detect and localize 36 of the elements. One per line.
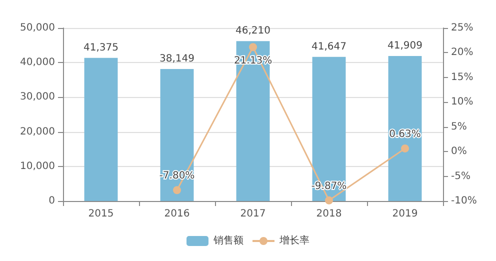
data-label: 41,909 [388,40,422,52]
x-tick-label: 2019 [392,208,418,220]
y2-tick-label: -10% [451,196,477,206]
data-label: 38,149 [160,54,194,65]
y-tick-label: 20,000 [20,126,55,138]
bar [388,56,422,201]
bar [312,56,346,201]
point [325,196,333,204]
data-label: 41,375 [84,42,118,54]
y2-tick-label: 5% [451,121,467,132]
bar [236,41,270,201]
data-label: 0.63% [389,128,421,140]
y2-tick-label: 15% [451,72,474,83]
data-label: 41,647 [312,41,346,52]
y-tick-label: 40,000 [20,57,55,68]
point [249,43,257,52]
y2-tick-label: 25% [451,22,474,34]
y-tick-label: 30,000 [20,92,55,103]
bar [160,69,194,201]
y-tick-label: 50,000 [20,22,55,34]
y2-tick-label: 0% [451,146,467,158]
y2-tick-label: 20% [451,47,474,58]
legend-label: 销售额 [212,234,244,246]
legend-label: 增长率 [278,234,310,246]
x-tick-label: 2016 [164,208,190,220]
bar [84,58,118,201]
data-label: 46,210 [236,26,270,37]
point [173,186,181,194]
x-tick-label: 2018 [316,208,342,220]
y2-tick-label: 10% [451,96,474,108]
x-tick-label: 2017 [240,208,266,220]
point [401,144,409,152]
y-tick-label: 0 [48,196,55,206]
x-tick-label: 2015 [88,208,114,220]
y2-tick-label: -5% [451,170,470,182]
y-tick-label: 10,000 [20,160,55,172]
